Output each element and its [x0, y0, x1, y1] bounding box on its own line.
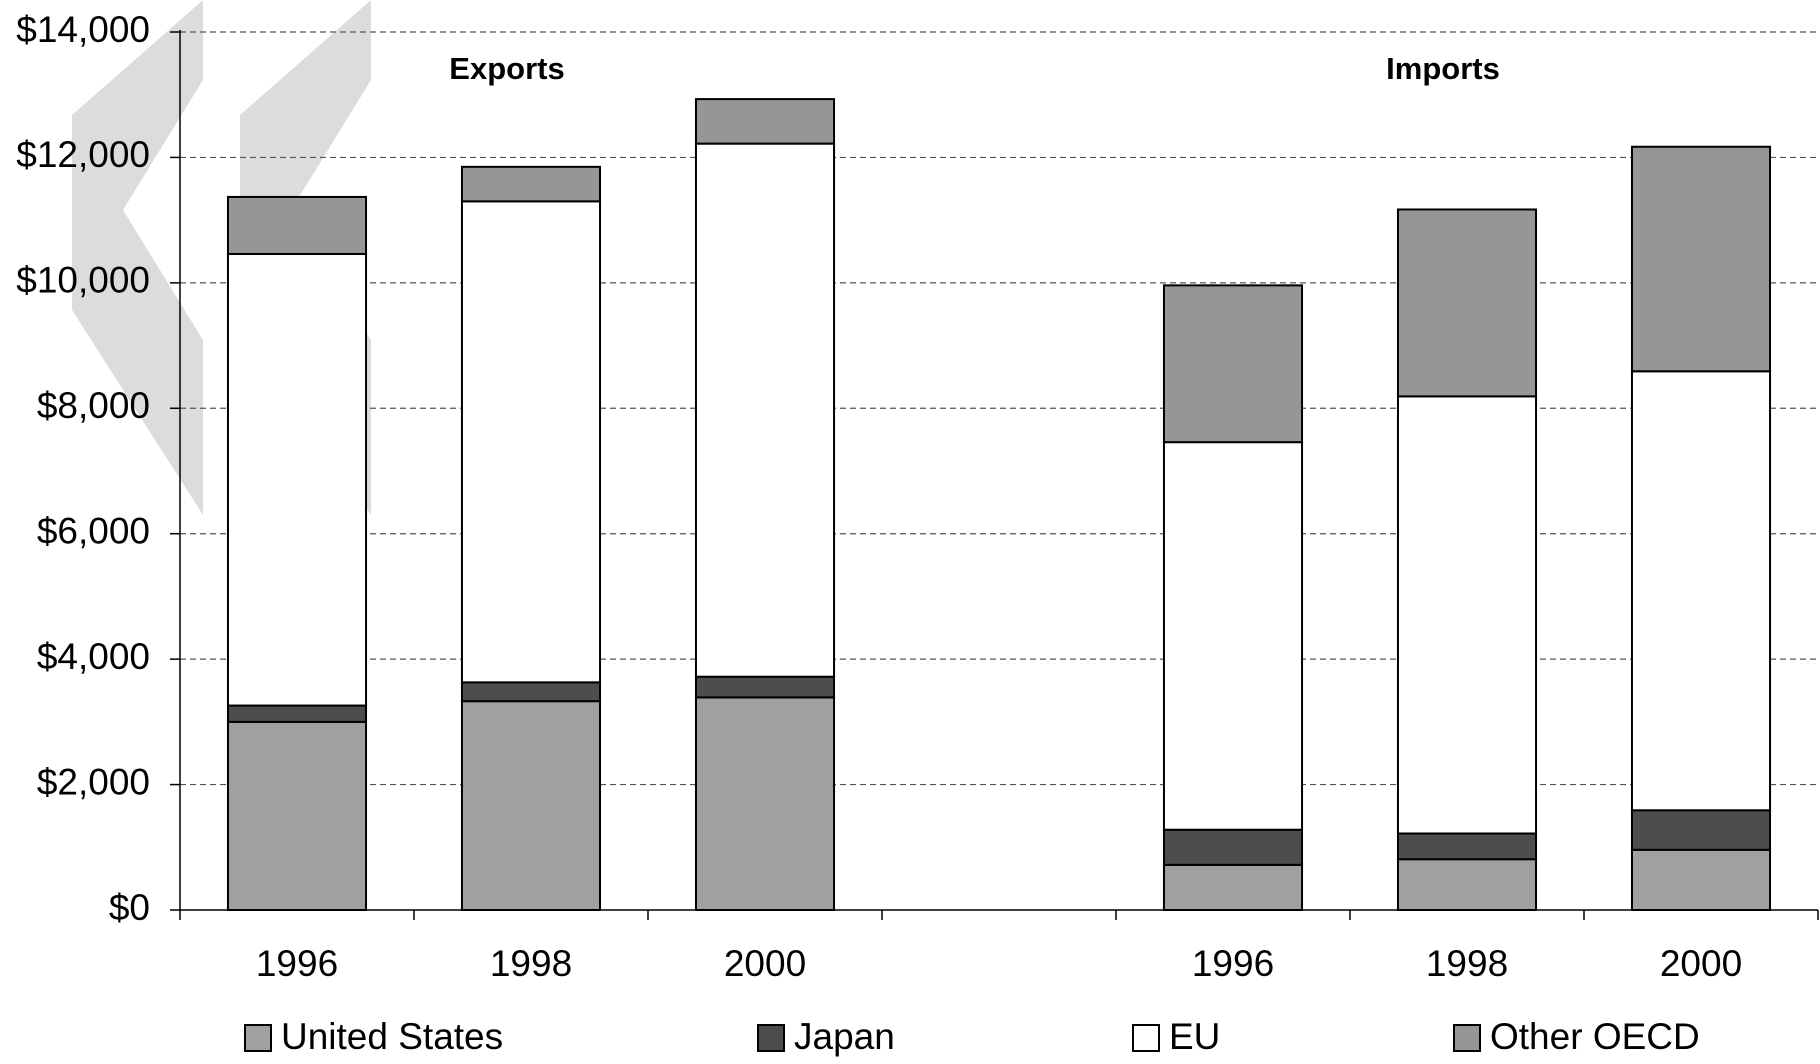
x-tick-label: 1998	[1426, 943, 1508, 984]
legend-swatch	[244, 1024, 272, 1052]
bar-segment	[694, 675, 836, 699]
legend-label: EU	[1169, 1016, 1220, 1057]
y-tick-label: $14,000	[16, 9, 150, 50]
bar-segment	[1396, 858, 1538, 911]
bar-segment	[226, 704, 368, 723]
bar-segment	[460, 165, 602, 203]
y-tick-label: $6,000	[37, 510, 150, 551]
bar-segment	[1396, 395, 1538, 835]
x-tick-label: 1998	[490, 943, 572, 984]
legend-swatch	[1453, 1024, 1481, 1052]
bar-segment	[460, 200, 602, 684]
annotation: Imports	[1386, 51, 1500, 86]
bar-segment	[226, 720, 368, 911]
bar-segment	[1630, 370, 1772, 812]
x-tick-label: 2000	[1660, 943, 1742, 984]
bar-segment	[1162, 863, 1304, 911]
legend-swatch	[1132, 1024, 1160, 1052]
x-tick-label: 1996	[1192, 943, 1274, 984]
legend-label: Other OECD	[1490, 1016, 1700, 1057]
y-tick-label: $0	[109, 887, 150, 928]
legend-label: United States	[281, 1016, 503, 1057]
bar-segment	[1162, 284, 1304, 444]
bar-segment	[694, 696, 836, 911]
y-tick-label: $4,000	[37, 636, 150, 677]
y-tick-label: $8,000	[37, 385, 150, 426]
bar-segment	[694, 142, 836, 678]
x-tick-label: 2000	[724, 943, 806, 984]
bar-segment	[226, 253, 368, 707]
annotation: Exports	[449, 51, 564, 86]
bar-segment	[460, 700, 602, 912]
bar-segment	[1396, 208, 1538, 398]
bar-segment	[1630, 848, 1772, 912]
x-tick-label: 1996	[256, 943, 338, 984]
bar-segment	[1162, 441, 1304, 831]
bar-segment	[460, 681, 602, 703]
y-tick-label: $2,000	[37, 761, 150, 802]
y-tick-label: $10,000	[16, 260, 150, 301]
bar-segment	[1396, 832, 1538, 861]
y-tick-label: $12,000	[16, 134, 150, 175]
bar-segment	[1630, 809, 1772, 851]
bar-segment	[694, 98, 836, 145]
legend-label: Japan	[794, 1016, 895, 1057]
legend-swatch	[757, 1024, 785, 1052]
bar-segment	[1162, 828, 1304, 866]
bar-segment	[1630, 145, 1772, 373]
bar-segment	[226, 195, 368, 256]
